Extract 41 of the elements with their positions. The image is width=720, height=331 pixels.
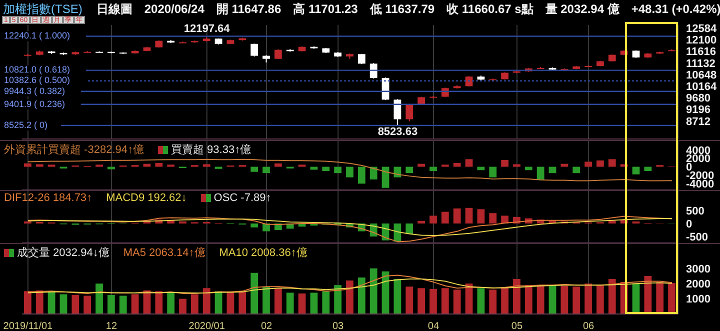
legend-label: 買賣超 93.33↑億 — [170, 142, 252, 157]
y-tick-label: 9196 — [686, 104, 710, 116]
ref-line-label: 9944.3 ( 0.382) — [4, 86, 66, 96]
y-tick-label: 9680 — [686, 92, 710, 105]
y-tick-label: 12584 — [686, 22, 718, 35]
y-tick-label: 10648 — [686, 69, 717, 82]
ref-line-label: 12240.1 ( 1.000) — [4, 30, 70, 41]
y-tick-label: 8712 — [686, 116, 710, 128]
y-tick-label: 10164 — [686, 81, 718, 94]
legend-label: OSC -7.89↑ — [214, 192, 272, 204]
y-tick-label: 3000 — [686, 263, 710, 276]
legend-label: 成交量 2032.94↓億 — [17, 246, 110, 260]
y-tick-label: 500 — [686, 205, 704, 218]
ref-line-label: 10382.6 ( 0.500) — [4, 75, 70, 86]
x-tick-label: 12 — [106, 321, 118, 331]
ref-line-label: 9401.9 ( 0.236) — [4, 98, 66, 109]
annotation: 8523.63 — [376, 126, 419, 138]
x-tick-label: 06 — [582, 321, 595, 331]
y-tick-label: 12100 — [686, 34, 717, 47]
annotation: 12197.64 — [182, 23, 231, 36]
text: MA10 2008.36↑億 — [219, 246, 308, 260]
x-tick-label: 2020/01 — [188, 321, 226, 331]
x-tick-label: 04 — [428, 321, 440, 331]
y-tick-label: 11616 — [686, 46, 716, 58]
y-tick-label: 2000 — [686, 278, 710, 290]
y-tick-label: -500 — [686, 231, 708, 244]
series-label: 外資累計買賣超 -3282.94↑億 — [4, 142, 144, 157]
ref-line-label: 8525.2 ( 0) — [4, 120, 48, 130]
text: MA5 2063.14↑億 — [123, 246, 206, 260]
x-tick-label: 05 — [511, 321, 523, 331]
series-label: MACD9 192.62↓ — [106, 192, 187, 204]
chart-title: 加權指數(TSE) — [3, 2, 82, 16]
y-tick-label: 11132 — [686, 58, 716, 70]
x-tick-label: 03 — [332, 321, 344, 331]
ref-line-label: 10821.0 ( 0.618) — [4, 64, 70, 75]
y-tick-label: 1000 — [686, 294, 710, 306]
x-tick-label: 2019/11/01 — [3, 321, 54, 331]
series-label: DIF12-26 184.73↑ — [4, 192, 92, 204]
y-tick-label: 0 — [686, 218, 692, 230]
x-tick-label: 02 — [260, 321, 273, 331]
chart-subtitle: 日線圖 2020/06/24 開 11647.86 高 11701.23 低 11637.79 收 11660.67 s點 量 2032.94 億 +48.31 (+0.42%) — [96, 2, 720, 16]
